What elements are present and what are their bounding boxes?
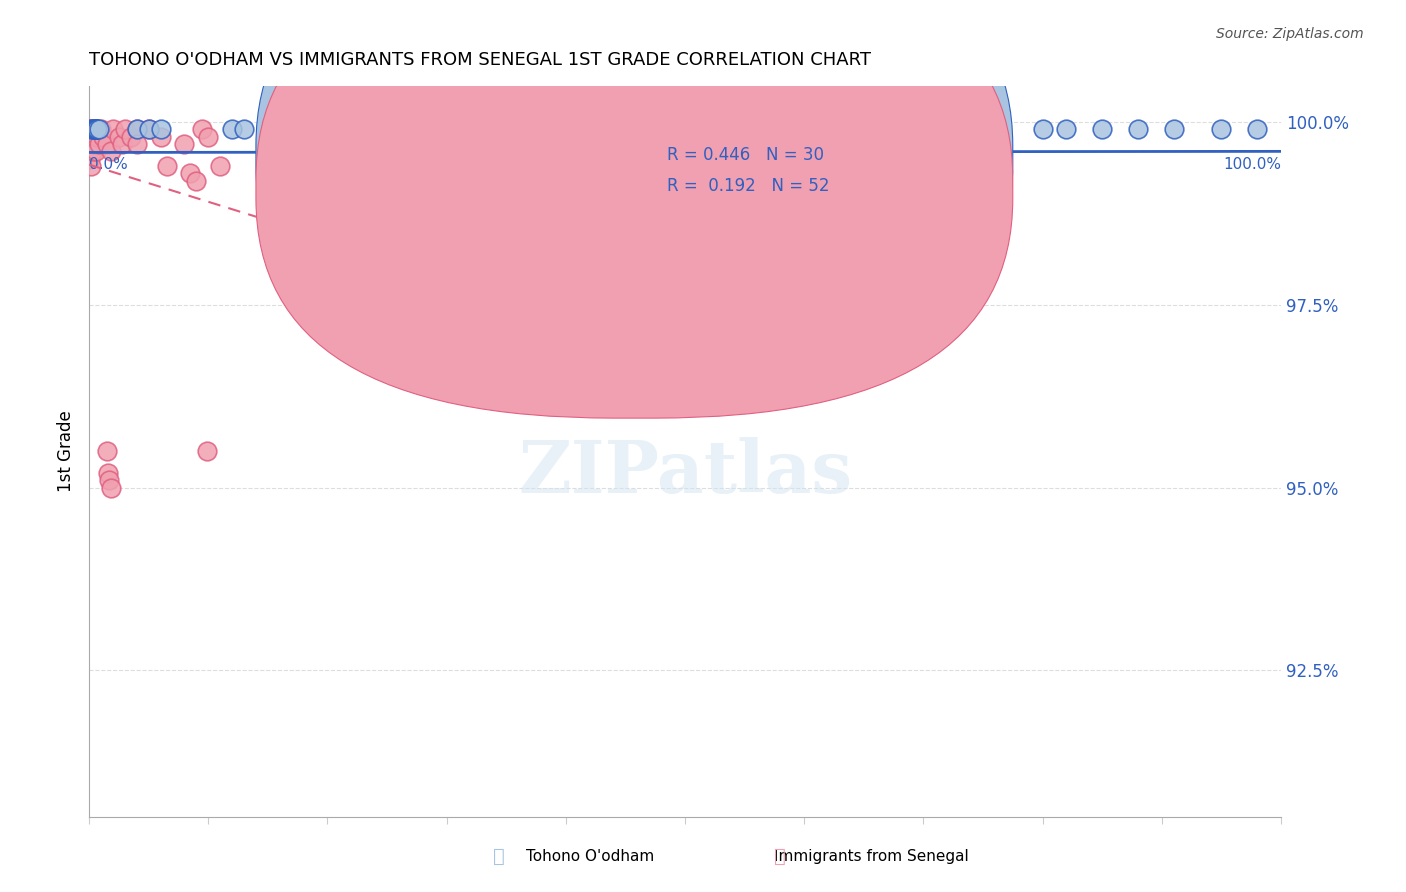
Point — [495, 283, 517, 297]
Point — [912, 122, 935, 136]
Point — [86, 122, 108, 136]
Text: 100.0%: 100.0% — [1223, 157, 1281, 172]
Text: R =  0.192   N = 52: R = 0.192 N = 52 — [666, 178, 830, 195]
Point — [209, 159, 232, 173]
Point — [80, 136, 103, 151]
Point — [84, 122, 107, 136]
Point — [340, 202, 363, 217]
Point — [114, 122, 136, 136]
Point — [100, 145, 122, 159]
Point — [96, 136, 118, 151]
Point — [1163, 122, 1185, 136]
Point — [79, 122, 101, 136]
Point — [292, 232, 315, 246]
Point — [793, 122, 815, 136]
FancyBboxPatch shape — [256, 0, 1012, 385]
Point — [80, 129, 103, 144]
Text: ZIPatlas: ZIPatlas — [517, 437, 852, 508]
Point — [82, 145, 104, 159]
Point — [79, 145, 101, 159]
Point — [149, 122, 172, 136]
Point — [82, 129, 104, 144]
Point — [86, 129, 108, 144]
Point — [96, 444, 118, 458]
Point — [197, 129, 219, 144]
Point — [84, 136, 107, 151]
Point — [138, 122, 160, 136]
Point — [79, 129, 101, 144]
Point — [195, 444, 218, 458]
Point — [155, 159, 177, 173]
Point — [1126, 122, 1149, 136]
Point — [1246, 122, 1268, 136]
Point — [98, 473, 121, 487]
Point — [84, 122, 107, 136]
Point — [179, 166, 201, 180]
Point — [80, 122, 103, 136]
FancyBboxPatch shape — [256, 0, 1012, 418]
Point — [83, 122, 105, 136]
Y-axis label: 1st Grade: 1st Grade — [58, 410, 75, 491]
Point — [111, 136, 134, 151]
Point — [79, 136, 101, 151]
Point — [80, 159, 103, 173]
Point — [101, 122, 124, 136]
Point — [93, 129, 115, 144]
Text: R = 0.446   N = 30: R = 0.446 N = 30 — [666, 146, 824, 164]
Point — [97, 466, 120, 480]
Point — [149, 129, 172, 144]
Point — [1032, 122, 1054, 136]
Point — [173, 136, 195, 151]
Point — [82, 136, 104, 151]
Text: Source: ZipAtlas.com: Source: ZipAtlas.com — [1216, 27, 1364, 41]
Point — [79, 129, 101, 144]
Point — [83, 122, 105, 136]
Point — [79, 122, 101, 136]
FancyBboxPatch shape — [589, 129, 876, 217]
Point — [120, 129, 142, 144]
Text: Immigrants from Senegal: Immigrants from Senegal — [775, 849, 969, 863]
Point — [87, 122, 110, 136]
Point — [87, 136, 110, 151]
Point — [84, 122, 107, 136]
Point — [125, 122, 148, 136]
Point — [79, 152, 101, 166]
Point — [125, 122, 148, 136]
Point — [79, 122, 101, 136]
Point — [221, 122, 243, 136]
Point — [1054, 122, 1077, 136]
Point — [852, 291, 875, 305]
Point — [138, 122, 160, 136]
Text: ⬜: ⬜ — [775, 847, 786, 866]
Point — [83, 136, 105, 151]
Point — [191, 122, 214, 136]
Point — [186, 173, 208, 187]
Point — [100, 481, 122, 495]
Point — [972, 122, 994, 136]
Text: ⬜: ⬜ — [494, 847, 505, 866]
Point — [125, 136, 148, 151]
Point — [1211, 122, 1233, 136]
Point — [817, 122, 839, 136]
Text: Tohono O'odham: Tohono O'odham — [526, 849, 655, 863]
Point — [84, 145, 107, 159]
Text: TOHONO O'ODHAM VS IMMIGRANTS FROM SENEGAL 1ST GRADE CORRELATION CHART: TOHONO O'ODHAM VS IMMIGRANTS FROM SENEGA… — [89, 51, 872, 69]
Point — [412, 283, 434, 297]
Point — [257, 122, 280, 136]
Point — [84, 122, 107, 136]
Text: 0.0%: 0.0% — [89, 157, 128, 172]
Point — [79, 145, 101, 159]
Point — [82, 122, 104, 136]
Point — [84, 122, 107, 136]
Point — [233, 122, 256, 136]
Point — [108, 129, 131, 144]
Point — [82, 122, 104, 136]
Point — [90, 122, 112, 136]
Point — [79, 136, 101, 151]
Point — [80, 122, 103, 136]
Point — [1091, 122, 1114, 136]
Point — [80, 145, 103, 159]
